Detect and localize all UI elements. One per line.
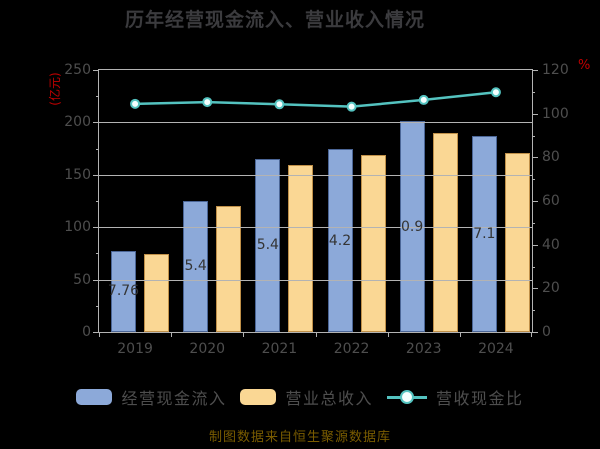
ratio-point-2019[interactable] [130,98,141,109]
x-axis-label-2020: 2020 [189,341,226,357]
left-axis-tick [93,70,99,71]
right-axis-tick [532,70,538,71]
left-axis-minor-tick [96,305,99,307]
right-axis-minor-tick [532,266,535,268]
x-axis-tick [459,332,461,337]
bar-value-label-2022: 4.2 [328,232,352,249]
bar-total-revenue-2024[interactable] [504,153,530,332]
x-axis-tick [531,332,532,337]
x-axis-tick [243,332,245,337]
legend-label: 营业总收入 [285,389,373,408]
right-axis-minor-tick [532,135,535,137]
right-axis-minor-tick [532,310,535,312]
left-axis-tick-label: 250 [64,62,91,78]
x-axis-tick [315,332,317,337]
x-axis-label-2021: 2021 [261,341,298,357]
x-axis-tick [99,332,100,337]
bar-operating-cash-2021[interactable] [255,158,281,332]
left-axis-tick-label: 50 [73,271,91,288]
left-axis-tick-label: 0 [82,324,91,340]
right-axis-unit-label: % [578,58,591,73]
legend-line-marker-icon [387,389,427,405]
right-axis-tick [532,157,538,159]
right-axis-tick-label: 0 [542,324,551,340]
x-axis-label-2022: 2022 [333,341,370,357]
left-axis-tick [93,227,99,229]
left-axis-minor-tick [96,253,99,255]
left-axis-minor-tick [96,201,99,202]
legend-item-total-revenue[interactable]: 营业总收入 [240,385,373,409]
left-axis-tick [93,174,99,176]
x-axis-tick [171,332,173,337]
bar-total-revenue-2022[interactable] [360,154,386,332]
bar-operating-cash-2020[interactable] [183,200,209,332]
bar-operating-cash-2022[interactable] [327,149,353,332]
right-axis-tick-label: 60 [542,193,560,209]
bar-value-label-2019: 7.76 [107,283,140,300]
right-axis-tick [532,332,538,333]
x-axis-label-2024: 2024 [478,341,514,357]
bar-value-label-2020: 5.4 [184,258,207,275]
gridline-50 [99,279,532,281]
legend-swatch-bar-blue [76,389,113,405]
plot-area: 0 50 100 150 200 250 0 20 40 60 80 100 120 2019 2020 20… [64,63,568,357]
right-axis-tick-label: 120 [542,62,569,78]
bar-operating-cash-2023[interactable] [399,121,425,332]
right-axis-tick [532,201,538,202]
bar-value-label-2024: 7.1 [473,225,496,242]
gridline-100 [99,227,532,229]
bar-total-revenue-2023[interactable] [432,132,458,332]
right-axis-tick-label: 100 [542,105,569,122]
bar-operating-cash-2019[interactable] [111,250,136,332]
left-axis-minor-tick [96,96,99,98]
right-axis-minor-tick [532,179,535,181]
right-axis-tick [532,244,538,246]
left-axis-tick-label: 100 [64,219,91,236]
ratio-point-2021[interactable] [274,99,285,110]
right-axis-tick-label: 40 [542,236,560,253]
bar-total-revenue-2019[interactable] [144,254,169,332]
right-axis-minor-tick [532,222,535,224]
data-source-note: 制图数据来自恒生聚源数据库 [208,430,391,445]
legend-swatch-bar-orange [240,389,277,405]
left-axis-tick-label: 150 [64,166,91,183]
gridline-200 [99,122,532,124]
left-axis-minor-tick [96,148,99,150]
right-axis-tick-label: 80 [542,149,560,166]
ratio-point-2020[interactable] [202,97,213,108]
legend-item-revenue-cash-ratio[interactable]: 营收现金比 [387,385,524,409]
bar-value-label-2023: 0.9 [401,218,424,235]
ratio-line-series [130,87,501,112]
left-axis-tick [93,122,99,124]
legend: 经营现金流入 营业总收入 营收现金比 [0,385,600,409]
x-axis-tick [387,332,389,337]
right-axis-tick-label: 20 [542,280,560,297]
ratio-point-2024[interactable] [490,87,501,98]
legend-label: 营收现金比 [436,389,524,408]
left-axis-tick [93,279,99,281]
bar-total-revenue-2021[interactable] [288,165,314,332]
ratio-point-2023[interactable] [418,94,429,105]
right-axis-tick [532,288,538,290]
x-axis-label-2023: 2023 [405,341,442,357]
right-axis-minor-tick [532,91,535,93]
bar-value-label-2021: 5.4 [256,237,279,254]
legend-item-operating-cash-inflow[interactable]: 经营现金流入 [76,385,226,409]
ratio-point-2022[interactable] [346,101,357,112]
legend-label: 经营现金流入 [121,389,227,408]
x-axis-label-2019: 2019 [117,341,153,357]
left-axis-tick [93,332,99,333]
gridline-150 [99,174,532,176]
bar-operating-cash-2024[interactable] [471,135,497,332]
ratio-line [135,91,497,108]
chart-title: 历年经营现金流入、营业收入情况 [124,9,425,31]
left-axis-tick-label: 200 [64,114,91,131]
right-axis-tick [532,113,538,115]
